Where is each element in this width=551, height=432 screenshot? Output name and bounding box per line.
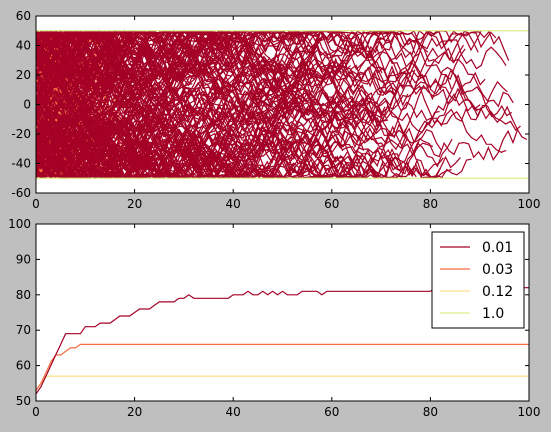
bottom-y-tick-label: 70: [16, 323, 31, 337]
top-x-tick-label: 80: [423, 197, 438, 211]
top-walk-line: [36, 109, 336, 179]
bottom-x-tick-label: 60: [324, 405, 339, 419]
top-walk-line: [36, 133, 169, 180]
legend-label: 0.03: [482, 262, 513, 278]
top-walk-line: [36, 101, 433, 180]
bottom-convergence-plot: 0 20 40 60 80 100 50 60 70 80 90 100 0.01 0.03 0.12 1.0: [8, 217, 540, 419]
top-x-tick-label: 20: [127, 197, 142, 211]
top-series-0: [36, 29, 528, 180]
bottom-y-tick-label: 90: [16, 252, 31, 266]
bottom-x-tick-label: 0: [32, 405, 40, 419]
top-walk-line: [36, 73, 528, 179]
top-x-tick-label: 100: [518, 197, 541, 211]
top-y-tick-label: 20: [16, 68, 31, 82]
bottom-x-tick-label: 100: [518, 405, 541, 419]
legend: 0.01 0.03 0.12 1.0: [431, 231, 525, 329]
top-x-tick-label: 0: [32, 197, 40, 211]
legend-label: 0.12: [482, 284, 513, 300]
top-walk-line: [36, 47, 159, 131]
top-x-tick-label: 60: [324, 197, 339, 211]
bottom-y-tick-label: 80: [16, 288, 31, 302]
top-walk-line: [36, 30, 390, 178]
top-walk-line: [36, 30, 400, 120]
top-walk-line: [36, 87, 363, 177]
top-walk-line: [36, 71, 122, 121]
top-walk-line: [36, 61, 145, 93]
top-walk-line: [36, 44, 291, 139]
top-walk-line: [36, 42, 157, 83]
top-random-walk-plot: 0 20 40 60 80 100 -60 -40 -20 0 20 40 60: [11, 9, 540, 211]
top-y-tick-label: 40: [16, 39, 31, 53]
top-walk-line: [36, 113, 167, 174]
top-y-tick-label: -60: [11, 186, 31, 200]
top-walk-line: [36, 108, 193, 152]
bottom-x-tick-label: 20: [127, 405, 142, 419]
bottom-y-tick-label: 60: [16, 359, 31, 373]
legend-box: [431, 231, 525, 329]
top-y-tick-label: 60: [16, 9, 31, 23]
top-walk-line: [36, 30, 397, 160]
top-y-tick-label: -20: [11, 127, 31, 141]
top-x-tick-label: 40: [226, 197, 241, 211]
top-walk-line: [36, 96, 379, 179]
top-walk-line: [36, 67, 182, 144]
top-walk-line: [36, 160, 130, 179]
top-walk-line: [36, 62, 229, 121]
legend-label: 0.01: [482, 240, 513, 256]
top-y-tick-label: -40: [11, 157, 31, 171]
bottom-x-tick-label: 80: [423, 405, 438, 419]
top-walk-line: [36, 34, 144, 94]
top-walk-line: [36, 80, 191, 155]
bottom-x-tick-label: 40: [226, 405, 241, 419]
top-walk-line: [36, 125, 152, 162]
bottom-axes-frame: [35, 223, 530, 402]
top-walk-line: [36, 30, 513, 118]
top-walk-line: [36, 30, 256, 74]
top-walk-line: [36, 36, 296, 141]
bottom-y-tick-label: 100: [8, 217, 31, 231]
top-walk-line: [36, 99, 407, 172]
legend-label: 1.0: [482, 306, 504, 322]
top-walk-line: [36, 38, 185, 108]
top-walk-line: [36, 89, 442, 179]
bottom-y-tick-label: 50: [16, 394, 31, 408]
top-data-layer: [36, 28, 529, 180]
top-walk-line: [36, 29, 112, 57]
top-y-tick-label: 0: [23, 98, 31, 112]
top-walk-line: [36, 52, 171, 102]
top-walk-line: [36, 84, 405, 179]
top-walk-line: [36, 30, 452, 169]
bottom-series-line-0.03: [35, 343, 529, 391]
